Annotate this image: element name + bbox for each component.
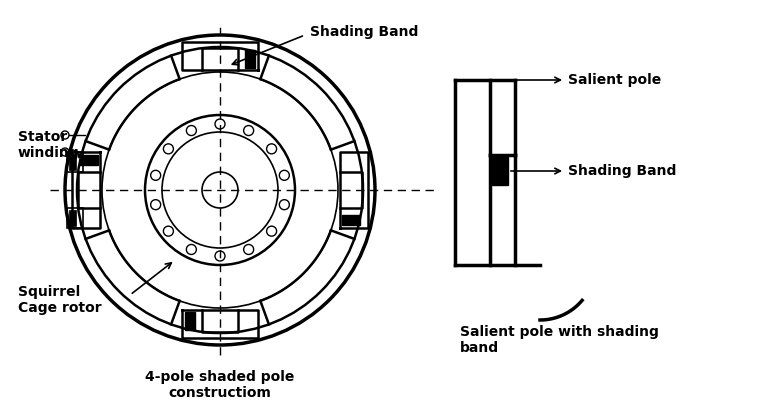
Polygon shape (342, 215, 360, 225)
Bar (67, 152, 83, 172)
Polygon shape (245, 50, 255, 68)
Text: Salient pole with shading
band: Salient pole with shading band (460, 325, 659, 355)
Polygon shape (185, 312, 195, 330)
Text: Shading Band: Shading Band (310, 25, 419, 39)
Bar (69, 154, 76, 170)
Text: Shading Band: Shading Band (568, 164, 677, 178)
Text: Stator
winding: Stator winding (18, 130, 80, 160)
Text: Squirrel
Cage rotor: Squirrel Cage rotor (18, 285, 101, 315)
Bar (67, 208, 83, 228)
Text: 4-pole shaded pole
constructiom: 4-pole shaded pole constructiom (145, 370, 295, 400)
Bar (69, 210, 76, 226)
Bar (492, 157, 508, 185)
Text: Salient pole: Salient pole (568, 73, 661, 87)
Polygon shape (80, 155, 98, 165)
